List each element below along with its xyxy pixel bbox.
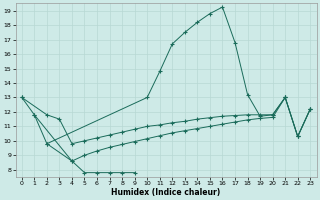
X-axis label: Humidex (Indice chaleur): Humidex (Indice chaleur) [111, 188, 221, 197]
